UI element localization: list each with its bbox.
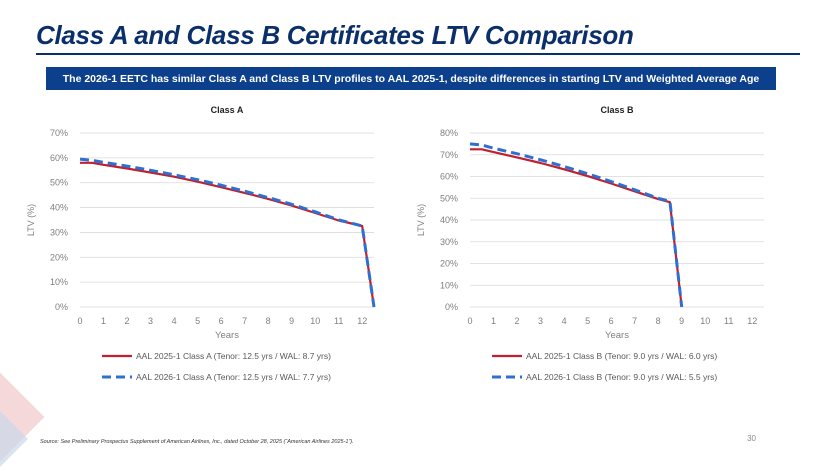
chart-a-x-tick-label: 1 [101, 316, 106, 326]
chart-b-series-2-line [469, 142, 684, 308]
chart-a-x-tick-label: 9 [289, 316, 294, 326]
chart-b-x-tick-label: 2 [515, 316, 520, 326]
chart-b-x-tick-label: 0 [467, 316, 472, 326]
chart-a-x-tick-label: 3 [148, 316, 153, 326]
chart-a-x-axis-label: Years [215, 330, 239, 341]
chart-a-x-tick-label: 2 [125, 316, 130, 326]
chart-b-x-tick-label: 11 [724, 316, 733, 326]
chart-a-legend-2-label: AAL 2026-1 Class A (Tenor: 12.5 yrs / WA… [136, 372, 331, 382]
chart-a-x-tick-label: 10 [310, 316, 320, 326]
chart-b-title: Class B [600, 105, 634, 115]
chart-a-x-tick-label: 6 [219, 316, 224, 326]
page-number: 30 [747, 434, 756, 443]
chart-a-y-tick-label: 70% [50, 128, 68, 138]
chart-b-y-axis-label: LTV (%) [416, 204, 426, 236]
chart-a-x-tick-label: 0 [77, 316, 82, 326]
chart-b-y-tick-label: 70% [440, 150, 458, 160]
chart-b-y-tick-label: 40% [440, 215, 458, 225]
chart-a-legend-1-label: AAL 2025-1 Class A (Tenor: 12.5 yrs / WA… [136, 351, 331, 361]
chart-a-y-tick-label: 40% [50, 203, 68, 213]
chart-a-series-2-line [79, 157, 376, 308]
class-a-chart: Class A0%10%20%30%40%50%60%70%0 1 2 3 4 5 6 7 8 9… [26, 105, 376, 382]
chart-a-x-tick-label: 4 [172, 316, 177, 326]
chart-b-x-tick-label: 10 [700, 316, 710, 326]
chart-b-x-tick-label: 1 [491, 316, 496, 326]
chart-b-y-tick-label: 30% [440, 237, 458, 247]
chart-b-x-tick-label: 4 [562, 316, 567, 326]
chart-a-x-tick-label: 11 [334, 316, 343, 326]
chart-a-x-tick-label: 8 [266, 316, 271, 326]
chart-a-x-tick-label: 12 [357, 316, 367, 326]
chart-b-y-tick-label: 10% [440, 280, 458, 290]
chart-a-y-axis-label: LTV (%) [26, 204, 36, 236]
chart-b-x-tick-label: 5 [585, 316, 590, 326]
chart-a-x-tick-label: 5 [195, 316, 200, 326]
chart-a-x-tick-label: 7 [242, 316, 247, 326]
class-b-chart: Class B0%10%20%30%40%50%60%70%80%0 1 2 3 4 5 6… [416, 105, 764, 382]
summary-banner-text: The 2026-1 EETC has similar Class A and … [62, 72, 760, 85]
chart-b-y-tick-label: 60% [440, 172, 458, 182]
chart-b-y-tick-label: 80% [440, 128, 458, 138]
chart-b-x-tick-label: 6 [609, 316, 614, 326]
chart-b-y-tick-label: 20% [440, 259, 458, 269]
chart-b-x-tick-label: 12 [747, 316, 757, 326]
chart-b-legend-2-label: AAL 2026-1 Class B (Tenor: 9.0 yrs / WAL… [526, 372, 717, 382]
chart-a-y-tick-label: 0% [55, 302, 68, 312]
summary-banner: The 2026-1 EETC has similar Class A and … [46, 67, 776, 90]
chart-a-series-1-line [80, 161, 376, 308]
chart-b-x-tick-label: 3 [538, 316, 543, 326]
chart-b-series-1-line [470, 148, 683, 308]
chart-b-y-tick-label: 50% [440, 193, 458, 203]
chart-a-y-tick-label: 10% [50, 277, 68, 287]
chart-b-y-tick-label: 0% [445, 302, 458, 312]
source-footnote: Source: See Preliminary Prospectus Suppl… [40, 439, 354, 445]
chart-b-x-tick-label: 9 [679, 316, 684, 326]
chart-a-y-tick-label: 20% [50, 252, 68, 262]
chart-a-title: Class A [211, 105, 244, 115]
chart-b-x-tick-label: 8 [656, 316, 661, 326]
chart-a-y-tick-label: 30% [50, 227, 68, 237]
title-underline [36, 53, 800, 55]
chart-b-x-tick-label: 7 [632, 316, 637, 326]
chart-b-legend-1-label: AAL 2025-1 Class B (Tenor: 9.0 yrs / WAL… [526, 351, 717, 361]
slide-title: Class A and Class B Certificates LTV Com… [36, 20, 634, 50]
chart-a-y-tick-label: 50% [50, 178, 68, 188]
chart-b-x-axis-label: Years [605, 330, 629, 341]
chart-a-y-tick-label: 60% [50, 153, 68, 163]
